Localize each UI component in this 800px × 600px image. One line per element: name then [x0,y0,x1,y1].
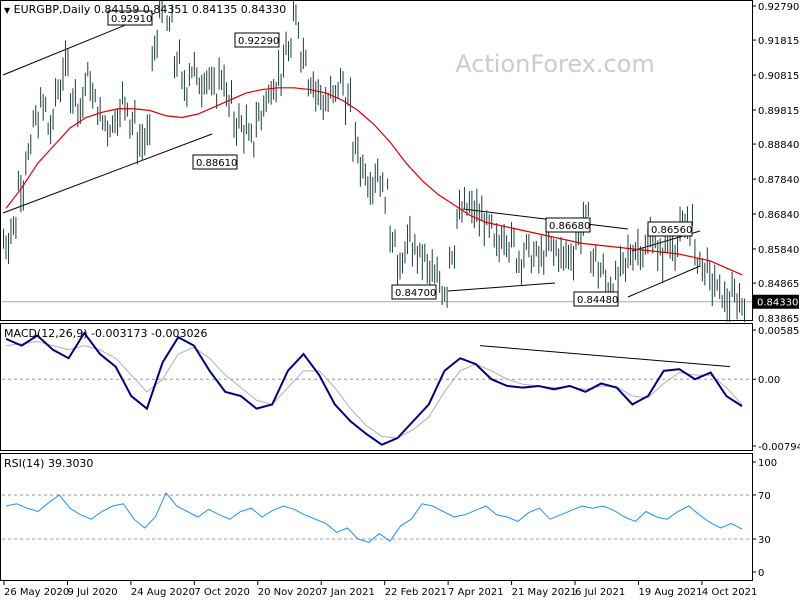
price-annotation-box [647,221,693,237]
price-y-tick-label: 0.84865 [758,279,799,290]
trend-line [2,133,213,214]
trend-line [627,265,701,298]
price-annotation-label: 0.84480 [577,295,618,306]
ohlc-values: 0.84159 0.84351 0.84135 0.84330 [93,3,287,16]
x-tick-label: 20 Nov 2020 [258,587,322,598]
macd-y-tick-label: -0.007945 [758,442,800,452]
price-y-tick-label: 0.89815 [758,106,799,117]
price-y-tick-label: 0.85840 [758,245,799,256]
price-annotation-label: 0.88610 [196,158,237,169]
price-annotation-label: 0.86680 [549,221,590,232]
price-y-min-label: 0.83865 [758,314,799,322]
rsi-plot-frame [0,453,753,581]
watermark: ActionForex.com [455,50,655,78]
rsi-line [5,491,743,543]
price-chart: ActionForex.com 0.92910 0.92290 0.88610 0.8… [0,0,799,322]
current-price-box [753,294,799,309]
macd-y-tick-label: 0.00 [758,375,780,386]
price-y-tick-label: 0.86840 [758,210,799,221]
price-y-tick-label: 0.92790 [758,2,799,13]
price-annotation-label: 0.92910 [111,14,152,25]
macd-plot-frame [0,323,753,451]
x-tick-label: 6 Jul 2021 [575,587,625,598]
x-tick-label: 7 Jan 2021 [321,587,375,598]
x-tick-label: 26 May 2020 [4,587,69,598]
price-y-tick-label: 0.90815 [758,71,799,82]
price-chart-title: ▼ EURGBP,Daily 0.84159 0.84351 0.84135 0… [4,3,286,16]
price-annotation-box [192,154,238,170]
price-plot-frame [0,0,753,321]
x-tick-label: 24 Aug 2020 [131,587,195,598]
trend-line [447,282,556,292]
x-tick-label: 22 Feb 2021 [385,587,447,598]
price-annotation-box [234,32,280,48]
x-tick-label: 7 Oct 2020 [194,587,249,598]
price-annotation-box [107,10,153,26]
x-tick-label: 21 May 2021 [512,587,577,598]
rsi-chart-title: RSI(14) 39.3030 [4,457,94,470]
macd-line [5,331,743,446]
rsi-y-tick-label: 30 [758,535,771,546]
x-tick-label: 7 Apr 2021 [448,587,503,598]
price-annotation-box [391,284,437,300]
rsi-y-tick-label: 0 [758,568,764,579]
symbol-label: EURGBP,Daily [13,3,91,16]
price-y-tick-label: 0.91815 [758,36,799,47]
x-tick-label: 19 Aug 2021 [638,587,702,598]
current-price-label: 0.84330 [757,298,798,309]
price-annotation-label: 0.86560 [651,225,692,236]
price-annotation-label: 0.92290 [238,36,279,47]
price-chart-title-icon: ▼ [4,6,11,15]
macd-y-tick-label: 0.005858 [758,326,800,337]
macd-signal-line [5,340,743,439]
x-tick-label: 9 Jul 2020 [67,587,117,598]
price-y-tick-label: 0.87840 [758,175,799,186]
macd-trend-line [479,345,731,368]
price-annotation-box [545,217,591,233]
x-tick-label: 4 Oct 2021 [702,587,757,598]
moving-average-line [5,87,743,276]
rsi-y-tick-label: 100 [758,458,777,469]
macd-chart-title: MACD(12,26,9) -0.003173 -0.003026 [4,327,208,340]
macd-chart: 0.005858 0.00 -0.007945 [0,323,800,452]
price-annotation-label: 0.84700 [395,288,436,299]
price-annotation-box [573,291,619,307]
rsi-y-tick-label: 70 [758,491,771,502]
price-y-tick-label: 0.88840 [758,140,799,151]
